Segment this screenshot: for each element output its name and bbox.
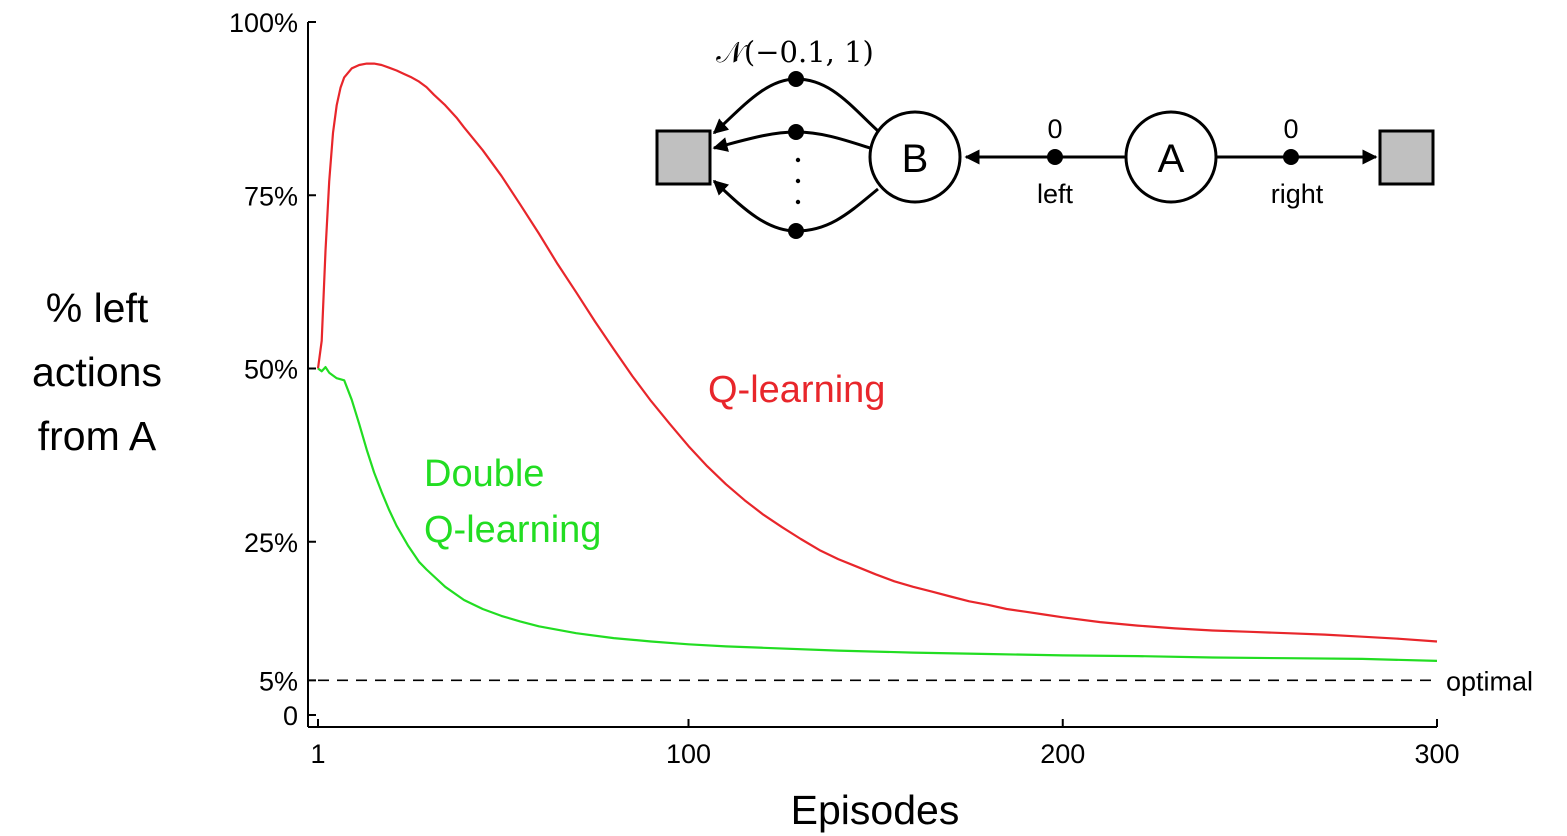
y-axis-title: % left actions from A	[32, 285, 162, 459]
y-tick-label: 0	[283, 701, 298, 731]
x-tick-label: 200	[1040, 739, 1085, 769]
y-tick-label: 75%	[244, 181, 298, 211]
mdp-diagram: 𝒩(−0.1, 1) B A 0 left 0 right	[655, 35, 1435, 239]
transition-dot-second	[788, 124, 804, 140]
ellipsis-dot	[795, 157, 801, 163]
x-axis-title: Episodes	[791, 787, 960, 833]
state-b-node	[868, 110, 962, 204]
y-tick-label: 25%	[244, 528, 298, 558]
double-q-learning-series-label: Double Q-learning	[424, 453, 601, 551]
y-axis-title-line-3: from A	[38, 413, 157, 459]
q-learning-series-line	[316, 62, 1438, 643]
double-q-learning-label-line: Q-learning	[424, 509, 601, 551]
right-action-label: right	[1271, 179, 1324, 209]
transition-dot-top	[788, 71, 804, 87]
right-action-dot	[1283, 149, 1299, 165]
x-tick-label: 1	[310, 739, 325, 769]
optimal-label: optimal	[1446, 666, 1533, 696]
left-action-label: left	[1037, 179, 1074, 209]
x-tick-label: 100	[666, 739, 711, 769]
double-q-learning-label-line: Double	[424, 453, 544, 495]
x-ticks: 1 100 200 300	[310, 719, 1460, 769]
left-terminal-state	[655, 129, 712, 186]
state-a-label: A	[1158, 137, 1185, 181]
y-ticks: 0 5% 25% 50% 75% 100%	[229, 8, 316, 731]
ellipsis-dot	[795, 199, 801, 205]
y-tick-label: 5%	[259, 666, 298, 696]
y-tick-label: 50%	[244, 355, 298, 385]
left-action-dot	[1047, 149, 1063, 165]
y-tick-label: 100%	[229, 8, 298, 38]
right-reward-label: 0	[1283, 114, 1298, 144]
reward-distribution-label: 𝒩(−0.1, 1)	[716, 35, 874, 69]
q-learning-series-label: Q-learning	[708, 369, 885, 411]
left-reward-label: 0	[1047, 114, 1062, 144]
series-layer	[316, 62, 1438, 662]
y-axis-title-line-2: actions	[32, 349, 162, 395]
axes: 0 5% 25% 50% 75% 100% 1 100 200 300	[229, 8, 1460, 769]
double-q-learning-series-line	[317, 366, 1438, 662]
y-axis-title-line-1: % left	[46, 285, 149, 331]
state-b-label: B	[902, 137, 929, 181]
ellipsis-dot	[795, 178, 801, 184]
x-tick-label: 300	[1414, 739, 1459, 769]
transition-dot-bottom	[788, 223, 804, 239]
right-terminal-state	[1378, 129, 1435, 186]
